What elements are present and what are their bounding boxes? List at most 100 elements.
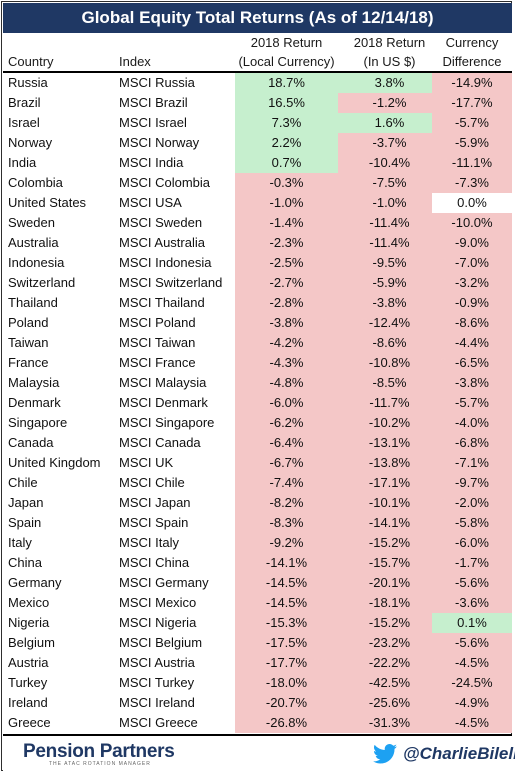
cell-currency-difference: -4.5% xyxy=(432,653,512,673)
cell-index: MSCI Thailand xyxy=(119,295,205,310)
cell-currency-difference: -5.9% xyxy=(432,133,512,153)
table-row: Mexico MSCI Mexico -14.5% -18.1% -3.6% xyxy=(3,593,512,613)
cell-index: MSCI USA xyxy=(119,195,182,210)
cell-country: Israel xyxy=(8,115,40,130)
twitter-handle: @CharlieBilello xyxy=(403,744,515,763)
cell-currency-difference: -6.0% xyxy=(432,533,512,553)
cell-local-return: 7.3% xyxy=(235,113,338,133)
cell-currency-difference: -9.7% xyxy=(432,473,512,493)
cell-country: Chile xyxy=(8,475,38,490)
cell-currency-difference: -0.9% xyxy=(432,293,512,313)
header-usd-line2: (In US $) xyxy=(363,54,416,69)
cell-country: Norway xyxy=(8,135,53,150)
cell-currency-difference: -5.8% xyxy=(432,513,512,533)
cell-usd-return: -10.2% xyxy=(338,413,441,433)
cell-country: Austria xyxy=(8,655,49,670)
cell-country: Singapore xyxy=(8,415,68,430)
cell-currency-difference: -7.3% xyxy=(432,173,512,193)
cell-index: MSCI Mexico xyxy=(119,595,197,610)
logo-tagline: THE ATAC ROTATION MANAGER xyxy=(49,761,151,767)
cell-currency-difference: -4.9% xyxy=(432,693,512,713)
cell-index: MSCI Belgium xyxy=(119,635,203,650)
table-row: Norway MSCI Norway 2.2% -3.7% -5.9% xyxy=(3,133,512,153)
cell-index: MSCI Germany xyxy=(119,575,209,590)
cell-currency-difference: -6.5% xyxy=(432,353,512,373)
cell-country: Russia xyxy=(8,75,48,90)
twitter-bird-icon xyxy=(373,744,397,764)
table-row: Greece MSCI Greece -26.8% -31.3% -4.5% xyxy=(3,713,512,733)
cell-usd-return: -15.7% xyxy=(338,553,441,573)
table-row: Japan MSCI Japan -8.2% -10.1% -2.0% xyxy=(3,493,512,513)
cell-country: Thailand xyxy=(8,295,58,310)
footer: Pension Partners THE ATAC ROTATION MANAG… xyxy=(3,734,515,773)
cell-currency-difference: -11.1% xyxy=(432,153,512,173)
cell-local-return: -26.8% xyxy=(235,713,338,733)
cell-country: Sweden xyxy=(8,215,55,230)
cell-usd-return: -11.4% xyxy=(338,213,441,233)
cell-index: MSCI Italy xyxy=(119,535,179,550)
cell-usd-return: -7.5% xyxy=(338,173,441,193)
cell-country: Japan xyxy=(8,495,44,510)
table-row: India MSCI India 0.7% -10.4% -11.1% xyxy=(3,153,512,173)
header-usd-line1: 2018 Return xyxy=(353,35,426,50)
table-row: Malaysia MSCI Malaysia -4.8% -8.5% -3.8% xyxy=(3,373,512,393)
cell-local-return: -6.7% xyxy=(235,453,338,473)
cell-index: MSCI France xyxy=(119,355,196,370)
cell-country: Poland xyxy=(8,315,49,330)
table-row: Belgium MSCI Belgium -17.5% -23.2% -5.6% xyxy=(3,633,512,653)
cell-usd-return: -1.2% xyxy=(338,93,441,113)
cell-local-return: -2.3% xyxy=(235,233,338,253)
table-row: Denmark MSCI Denmark -6.0% -11.7% -5.7% xyxy=(3,393,512,413)
cell-currency-difference: -7.0% xyxy=(432,253,512,273)
cell-local-return: -9.2% xyxy=(235,533,338,553)
cell-usd-return: -17.1% xyxy=(338,473,441,493)
cell-usd-return: -13.8% xyxy=(338,453,441,473)
cell-index: MSCI Spain xyxy=(119,515,189,530)
cell-currency-difference: -5.7% xyxy=(432,113,512,133)
cell-local-return: -1.4% xyxy=(235,213,338,233)
cell-currency-difference: -5.7% xyxy=(432,393,512,413)
cell-usd-return: 3.8% xyxy=(338,73,441,93)
table-row: United Kingdom MSCI UK -6.7% -13.8% -7.1% xyxy=(3,453,512,473)
cell-country: Germany xyxy=(8,575,62,590)
cell-usd-return: -3.7% xyxy=(338,133,441,153)
cell-local-return: -14.1% xyxy=(235,553,338,573)
cell-local-return: -17.7% xyxy=(235,653,338,673)
cell-local-return: -3.8% xyxy=(235,313,338,333)
cell-country: Denmark xyxy=(8,395,61,410)
cell-country: Taiwan xyxy=(8,335,49,350)
cell-country: China xyxy=(8,555,42,570)
cell-index: MSCI Japan xyxy=(119,495,191,510)
cell-country: Greece xyxy=(8,715,51,730)
cell-index: MSCI Poland xyxy=(119,315,196,330)
cell-index: MSCI Australia xyxy=(119,235,205,250)
cell-currency-difference: -7.1% xyxy=(432,453,512,473)
cell-currency-difference: -8.6% xyxy=(432,313,512,333)
cell-country: United States xyxy=(8,195,87,210)
header-local-line2: (Local Currency) xyxy=(238,54,335,69)
cell-local-return: -20.7% xyxy=(235,693,338,713)
table-row: Indonesia MSCI Indonesia -2.5% -9.5% -7.0% xyxy=(3,253,512,273)
table-body: Russia MSCI Russia 18.7% 3.8% -14.9% Brazil MS… xyxy=(3,73,512,733)
cell-local-return: -4.8% xyxy=(235,373,338,393)
cell-index: MSCI Russia xyxy=(119,75,195,90)
header-diff-line1: Currency xyxy=(445,35,499,50)
cell-currency-difference: -3.2% xyxy=(432,273,512,293)
cell-usd-return: -10.8% xyxy=(338,353,441,373)
cell-currency-difference: -6.8% xyxy=(432,433,512,453)
cell-index: MSCI Austria xyxy=(119,655,195,670)
cell-country: France xyxy=(8,355,49,370)
cell-usd-return: -15.2% xyxy=(338,613,441,633)
cell-index: MSCI Indonesia xyxy=(119,255,212,270)
header-diff-line2: Difference xyxy=(442,54,502,69)
cell-usd-return: -25.6% xyxy=(338,693,441,713)
cell-index: MSCI Colombia xyxy=(119,175,211,190)
cell-local-return: -6.0% xyxy=(235,393,338,413)
header-country: Country xyxy=(8,54,54,69)
pension-partners-logo: Pension Partners THE ATAC ROTATION MANAG… xyxy=(23,742,175,768)
cell-local-return: -4.3% xyxy=(235,353,338,373)
cell-country: Brazil xyxy=(8,95,41,110)
cell-country: Ireland xyxy=(8,695,48,710)
cell-local-return: -4.2% xyxy=(235,333,338,353)
cell-local-return: 16.5% xyxy=(235,93,338,113)
